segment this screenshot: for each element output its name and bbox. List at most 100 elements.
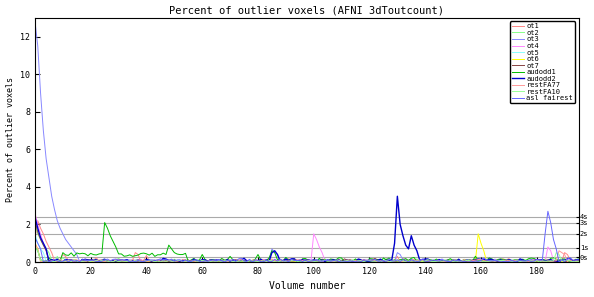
ot2 [53, 255, 61, 258]
Line: ot7: ot7 [35, 221, 579, 262]
restFA77 [338, 260, 345, 263]
restFA10 [335, 258, 342, 262]
asl fairest [544, 209, 551, 213]
ot5 [544, 259, 551, 263]
X-axis label: Volume number: Volume number [268, 282, 345, 291]
audodd2 [399, 234, 406, 238]
restFA10 [544, 259, 551, 263]
asl fairest [65, 260, 72, 264]
audodd2 [59, 260, 67, 264]
ot4 [182, 258, 189, 262]
ot1 [56, 258, 64, 261]
ot3 [53, 219, 61, 222]
asl fairest [397, 260, 404, 263]
ot7 [544, 259, 551, 263]
ot3 [544, 260, 551, 264]
Line: ot3: ot3 [35, 21, 579, 262]
restFA77 [109, 260, 116, 264]
ot6 [394, 259, 401, 263]
ot5 [575, 259, 582, 263]
asl fairest [547, 221, 554, 224]
audodd2 [185, 259, 192, 262]
ot2 [407, 260, 415, 264]
audodd1 [363, 260, 370, 264]
ot1 [503, 258, 510, 262]
ot6 [500, 260, 507, 263]
audodd2 [547, 258, 554, 261]
audodd1 [399, 258, 406, 261]
restFA77 [575, 259, 582, 263]
ot4 [338, 258, 345, 262]
Title: Percent of outlier voxels (AFNI 3dToutcount): Percent of outlier voxels (AFNI 3dToutco… [169, 6, 444, 15]
restFA10 [397, 259, 404, 262]
ot1 [226, 260, 233, 264]
Line: restFA77: restFA77 [35, 243, 579, 262]
audodd2 [575, 258, 582, 261]
ot6 [53, 260, 61, 264]
ot3 [575, 259, 582, 263]
audodd1 [185, 260, 192, 263]
Line: ot4: ot4 [35, 213, 579, 262]
ot5 [185, 260, 192, 263]
audodd1 [53, 258, 61, 261]
ot4 [268, 260, 276, 264]
audodd1 [31, 245, 39, 249]
ot1 [575, 258, 582, 262]
asl fairest [31, 236, 39, 239]
ot1 [34, 219, 42, 222]
audodd2 [53, 257, 61, 261]
restFA77 [500, 258, 507, 262]
ot6 [182, 259, 189, 263]
asl fairest [575, 258, 582, 262]
ot7 [394, 260, 401, 264]
ot2 [575, 256, 582, 260]
Line: ot6: ot6 [35, 234, 579, 262]
ot5 [31, 232, 39, 236]
restFA77 [544, 259, 551, 263]
ot4 [544, 245, 551, 249]
restFA77 [31, 241, 39, 245]
Line: ot5: ot5 [35, 234, 579, 262]
ot7 [31, 219, 39, 222]
restFA10 [575, 260, 582, 263]
ot2 [31, 223, 39, 226]
asl fairest [338, 260, 345, 264]
ot3 [338, 260, 345, 264]
ot5 [397, 259, 404, 263]
ot1 [341, 258, 348, 262]
audodd1 [101, 221, 108, 224]
asl fairest [500, 260, 507, 263]
Line: restFA10: restFA10 [35, 247, 579, 262]
asl fairest [53, 259, 61, 263]
ot5 [338, 258, 345, 262]
ot7 [497, 259, 504, 262]
ot3 [31, 20, 39, 23]
ot6 [335, 260, 342, 263]
audodd2 [31, 215, 39, 219]
audodd1 [575, 258, 582, 262]
ot4 [575, 259, 582, 262]
asl fairest [185, 260, 192, 263]
ot6 [31, 241, 39, 245]
ot1 [547, 258, 554, 261]
ot1 [31, 238, 39, 241]
ot5 [500, 259, 507, 263]
audodd2 [394, 195, 401, 198]
ot5 [68, 260, 75, 264]
restFA77 [53, 259, 61, 263]
ot4 [397, 258, 404, 262]
audodd2 [503, 260, 510, 263]
ot4 [53, 259, 61, 262]
ot2 [544, 259, 551, 262]
restFA10 [500, 259, 507, 262]
ot7 [53, 260, 61, 263]
Line: audodd1: audodd1 [35, 222, 579, 262]
restFA10 [31, 245, 39, 249]
audodd2 [338, 260, 345, 263]
restFA77 [185, 260, 192, 263]
audodd1 [338, 256, 345, 260]
ot6 [572, 260, 579, 264]
Y-axis label: Percent of outlier voxels: Percent of outlier voxels [5, 78, 15, 202]
ot2 [394, 258, 401, 262]
Line: audodd2: audodd2 [35, 196, 579, 262]
